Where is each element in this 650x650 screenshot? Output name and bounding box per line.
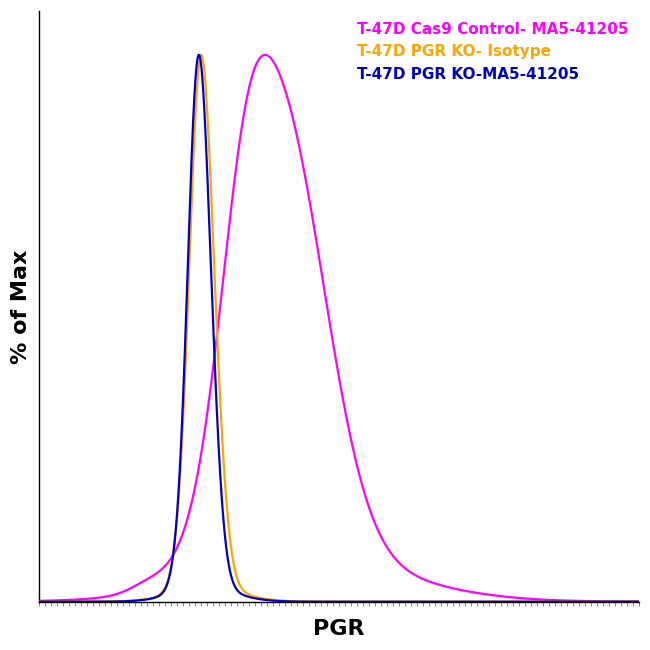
Y-axis label: % of Max: % of Max <box>11 249 31 363</box>
X-axis label: PGR: PGR <box>313 619 365 639</box>
Legend: T-47D Cas9 Control- MA5-41205, T-47D PGR KO- Isotype, T-47D PGR KO-MA5-41205: T-47D Cas9 Control- MA5-41205, T-47D PGR… <box>350 16 634 88</box>
